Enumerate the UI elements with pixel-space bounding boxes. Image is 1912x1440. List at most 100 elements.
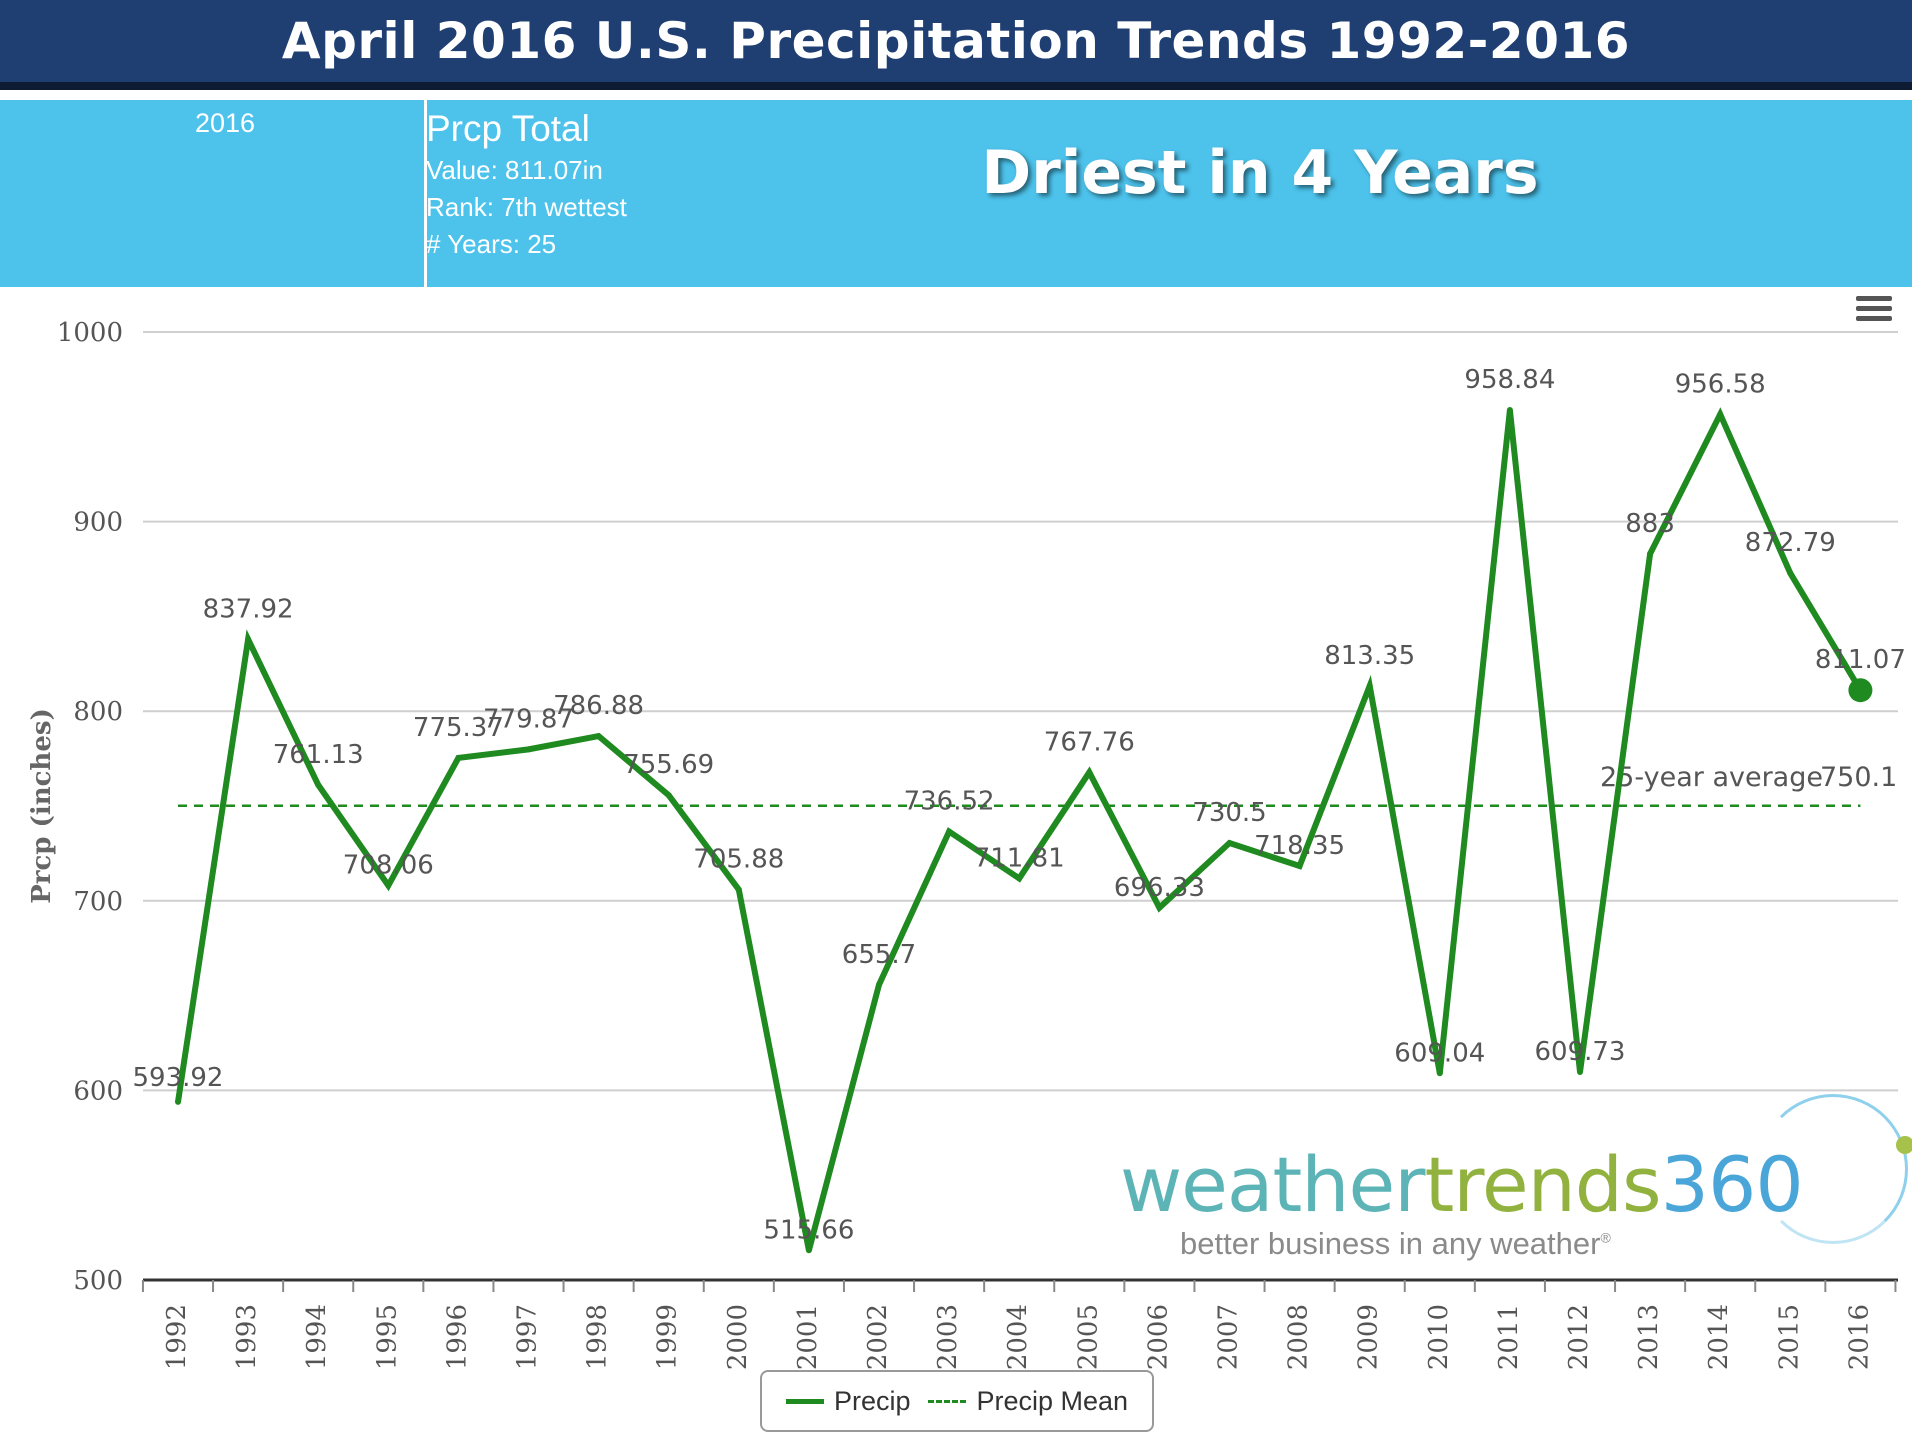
data-label: 609.04 — [1394, 1038, 1485, 1068]
data-point — [385, 882, 392, 889]
data-label: 718.35 — [1254, 831, 1345, 861]
data-label: 755.69 — [623, 750, 714, 780]
mean-label: 25-year average — [1600, 762, 1823, 793]
x-tick-label: 2015 — [1774, 1304, 1804, 1370]
x-tick-label: 2010 — [1424, 1304, 1454, 1370]
legend-item-precip[interactable]: Precip — [785, 1386, 910, 1417]
brand-logo: weathertrends360 better business in any … — [1120, 1140, 1900, 1270]
info-bar: 2016 Prcp Total Value: 811.07in Rank: 7t… — [0, 100, 1912, 287]
y-tick-label: 500 — [73, 1266, 123, 1296]
data-label: 786.88 — [553, 691, 644, 721]
legend-item-mean[interactable]: Precip Mean — [928, 1386, 1128, 1417]
x-tick-label: 2007 — [1214, 1304, 1244, 1370]
x-tick-label: 1998 — [583, 1304, 613, 1370]
data-point — [1577, 1068, 1583, 1075]
data-label: 779.87 — [483, 704, 574, 734]
stat-rank: Rank: 7th wettest — [426, 192, 627, 222]
stat-value: Value: 811.07in — [426, 155, 603, 185]
x-tick-label: 2016 — [1844, 1304, 1874, 1370]
data-label: 696.33 — [1114, 873, 1205, 903]
data-label: 655.7 — [842, 940, 916, 970]
x-tick-label: 1997 — [513, 1304, 543, 1370]
legend-line-dashed — [928, 1399, 967, 1403]
data-label: 775.37 — [413, 713, 504, 743]
menu-icon[interactable] — [1856, 296, 1892, 326]
precip-chart: 500 600 700 800 900 1000 1992 1993 1994 1995 1996 1… — [27, 318, 1906, 1370]
legend-label-mean: Precip Mean — [976, 1385, 1129, 1416]
x-tick-label: 1994 — [302, 1304, 332, 1370]
data-point — [1016, 875, 1023, 882]
x-tick-label: 1992 — [162, 1304, 192, 1370]
data-label: 609.73 — [1535, 1037, 1626, 1067]
data-label: 956.58 — [1675, 369, 1766, 399]
data-point — [1296, 863, 1303, 870]
data-point — [1366, 682, 1373, 689]
x-tick-label: 2008 — [1284, 1304, 1314, 1370]
y-axis-title: Prcp (inches) — [27, 708, 57, 904]
data-point — [1506, 407, 1513, 414]
data-point — [175, 1098, 181, 1105]
y-tick-label: 1000 — [57, 318, 123, 348]
y-tick-label: 800 — [73, 697, 123, 727]
data-point — [525, 746, 532, 753]
stat-years: # Years: 25 — [426, 229, 557, 259]
data-label: 593.92 — [133, 1063, 224, 1093]
data-label: 515.66 — [763, 1215, 854, 1245]
data-point — [455, 754, 462, 761]
x-tick-label: 1993 — [232, 1304, 262, 1370]
data-point — [595, 733, 602, 740]
title-bar: April 2016 U.S. Precipitation Trends 199… — [0, 0, 1912, 90]
data-label: 761.13 — [273, 740, 364, 770]
info-year: 2016 — [195, 108, 256, 138]
x-tick-label: 2004 — [1003, 1304, 1033, 1370]
data-label: 711.81 — [974, 843, 1065, 873]
info-divider — [424, 100, 427, 287]
legend: Precip Precip Mean — [760, 1370, 1154, 1432]
logo-circle — [1758, 1094, 1908, 1244]
data-label: 837.92 — [203, 594, 294, 624]
x-tick-label: 1995 — [372, 1304, 402, 1370]
data-point — [1717, 411, 1724, 418]
tagline-text: better business in any weather — [1180, 1226, 1601, 1261]
data-point — [315, 781, 322, 788]
data-label: 883 — [1625, 509, 1675, 539]
x-tick-label: 2013 — [1634, 1304, 1664, 1370]
brand-tagline: better business in any weather® — [1180, 1226, 1611, 1262]
x-tick-label: 2001 — [793, 1304, 823, 1370]
data-point — [805, 1247, 812, 1254]
data-point — [1647, 550, 1654, 557]
legend-line-solid — [785, 1398, 824, 1404]
data-point — [876, 981, 882, 988]
data-point — [1436, 1070, 1443, 1077]
x-tick-label: 2006 — [1143, 1304, 1173, 1370]
info-stats: Prcp Total Value: 811.07in Rank: 7th wet… — [426, 106, 627, 263]
data-label: 958.84 — [1464, 365, 1555, 395]
data-label: 705.88 — [693, 845, 784, 875]
data-label: 730.5 — [1192, 798, 1266, 828]
brand-weather: weather — [1120, 1140, 1425, 1229]
x-tick-label: 1996 — [442, 1304, 472, 1370]
data-label: 813.35 — [1324, 641, 1415, 671]
x-tick-label: 2003 — [933, 1304, 963, 1370]
data-label: 767.76 — [1044, 727, 1135, 757]
x-tick-label: 2014 — [1704, 1304, 1734, 1370]
data-point — [1226, 839, 1233, 846]
brand-trends: trends — [1424, 1140, 1661, 1229]
x-tick-label: 2000 — [723, 1304, 753, 1370]
stat-title: Prcp Total — [426, 108, 590, 149]
y-tick-label: 600 — [73, 1076, 123, 1106]
data-point — [1086, 769, 1093, 776]
logo-dot — [1896, 1136, 1912, 1154]
x-tick-label: 2005 — [1073, 1304, 1103, 1370]
data-point — [946, 828, 953, 835]
brand-num: 360 — [1660, 1140, 1804, 1229]
data-label: 872.79 — [1745, 528, 1836, 558]
x-tick-label: 2009 — [1354, 1304, 1384, 1370]
y-tick-label: 700 — [73, 887, 123, 917]
page-title: April 2016 U.S. Precipitation Trends 199… — [281, 12, 1631, 70]
data-label: 811.07 — [1815, 645, 1906, 675]
tagline-reg: ® — [1600, 1229, 1611, 1246]
x-tick-label: 2012 — [1564, 1304, 1594, 1370]
data-label: 708.06 — [343, 851, 434, 881]
brand-wordmark: weathertrends360 — [1120, 1140, 1804, 1229]
